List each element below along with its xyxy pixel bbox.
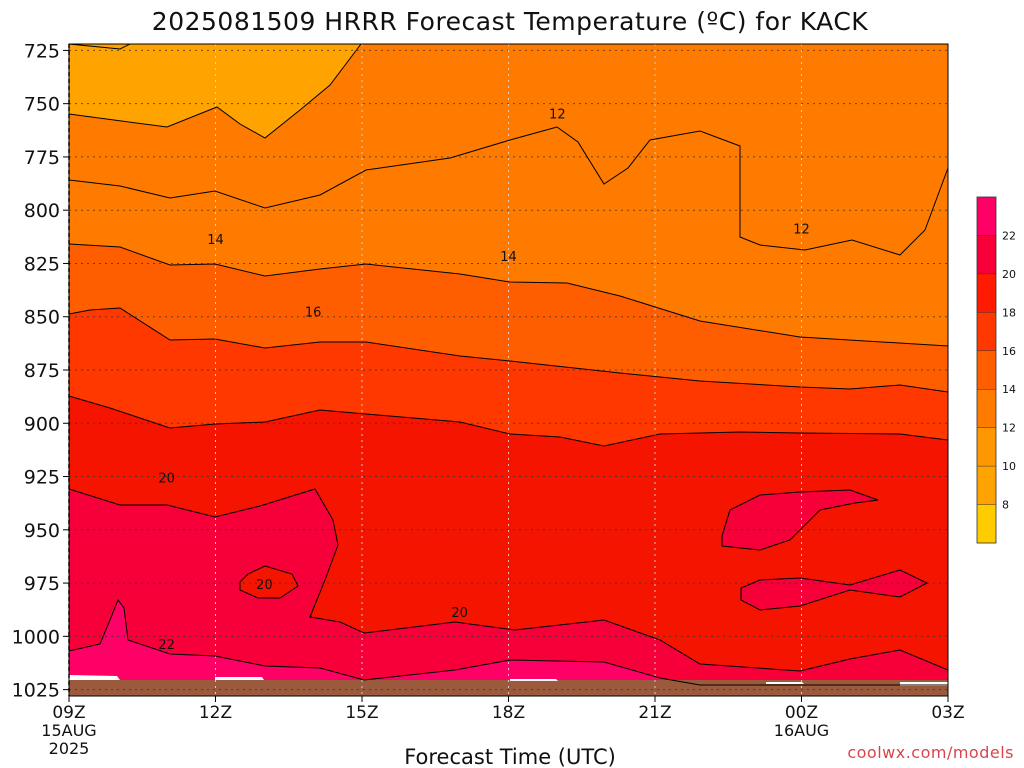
colorbar-swatch <box>977 504 996 544</box>
contour-line <box>68 395 949 447</box>
colorbar-label: 16 <box>1002 345 1016 358</box>
x-axis-label: Forecast Time (UTC) <box>404 745 616 768</box>
y-tick-label: 1025 <box>12 680 60 702</box>
contour-line <box>68 598 948 686</box>
colorbar-swatch <box>977 427 996 467</box>
x-tick-sublabel: 15AUG <box>41 721 96 740</box>
x-tick-label: 21Z <box>638 703 671 723</box>
colorbar-frame <box>976 196 997 544</box>
chart-title: 2025081509 HRRR Forecast Temperature (ºC… <box>152 7 868 36</box>
band-20-22 <box>69 489 948 696</box>
band-18-20 <box>240 566 298 598</box>
contour-line <box>68 488 949 672</box>
colorbar-swatch <box>977 389 996 429</box>
ground-edge <box>510 679 558 681</box>
contour-line <box>68 43 362 139</box>
x-tick-sublabel: 2025 <box>49 739 90 758</box>
y-tick-label: 1000 <box>12 626 60 648</box>
ground-edge <box>69 675 120 680</box>
x-tick-label: 09Z <box>52 703 85 723</box>
y-tick-label: 750 <box>24 94 60 116</box>
colorbar-label: 20 <box>1002 268 1016 281</box>
band-22-24 <box>69 600 948 696</box>
colorbar-swatch <box>977 350 996 390</box>
x-tick-label: 18Z <box>492 703 525 723</box>
contour-lines <box>68 43 949 697</box>
y-tick-label: 925 <box>24 467 60 489</box>
contour-line <box>239 565 299 599</box>
ground-edge <box>766 682 804 684</box>
band-20-22 <box>722 490 878 550</box>
x-tick-label: 00Z <box>785 703 818 723</box>
y-tick-label: 775 <box>24 147 60 169</box>
colorbar-swatch <box>977 235 996 275</box>
contour-labels: 12 12 14 14 16 20 20 20 22 <box>158 107 809 653</box>
colorbar-swatch <box>977 312 996 352</box>
y-tick-label: 725 <box>24 40 60 62</box>
contour-line <box>68 243 949 347</box>
contour-label: 20 <box>451 606 468 621</box>
y-tick-label: 875 <box>24 360 60 382</box>
ground-edge <box>215 677 264 680</box>
contour-label: 14 <box>207 233 224 248</box>
colorbar-swatch <box>977 466 996 506</box>
colorbar-label: 10 <box>1002 460 1016 473</box>
colorbar-label: 18 <box>1002 306 1016 319</box>
x-tick-sublabel: 16AUG <box>774 721 829 740</box>
contour-line <box>721 489 879 551</box>
colorbar-label: 12 <box>1002 422 1016 435</box>
x-tick-label: 12Z <box>199 703 232 723</box>
contour-label: 12 <box>549 107 566 122</box>
y-tick-label: 850 <box>24 307 60 329</box>
contour-label: 16 <box>305 305 322 320</box>
contour-label: 12 <box>793 222 810 237</box>
y-tick-label: 975 <box>24 573 60 595</box>
contour-label: 14 <box>500 250 517 265</box>
contour-line <box>740 569 929 611</box>
y-tick-label: 950 <box>24 520 60 542</box>
colorbar: 8 10 12 14 16 18 20 22 <box>976 196 1016 544</box>
colorbar-label: 8 <box>1002 499 1009 512</box>
y-axis: 725 750 775 800 825 850 875 900 925 950 975 1000 102… <box>12 40 69 702</box>
colorbar-swatch <box>977 273 996 313</box>
colorbar-swatch <box>977 197 996 236</box>
band-20-22 <box>741 570 927 610</box>
x-tick-label: 03Z <box>931 703 964 723</box>
y-tick-label: 825 <box>24 253 60 275</box>
colorbar-label: 22 <box>1002 229 1016 242</box>
credit-text: coolwx.com/models <box>847 743 1014 762</box>
contour-label: 22 <box>158 638 175 653</box>
band-10-12 <box>69 44 948 138</box>
colorbar-label: 14 <box>1002 383 1016 396</box>
contour-line <box>68 43 131 50</box>
contour-label: 20 <box>158 472 175 487</box>
y-tick-label: 800 <box>24 200 60 222</box>
contour-label: 20 <box>256 578 273 593</box>
contour-line <box>68 126 949 256</box>
contour-line <box>68 307 949 393</box>
y-tick-label: 900 <box>24 413 60 435</box>
x-tick-label: 15Z <box>345 703 378 723</box>
